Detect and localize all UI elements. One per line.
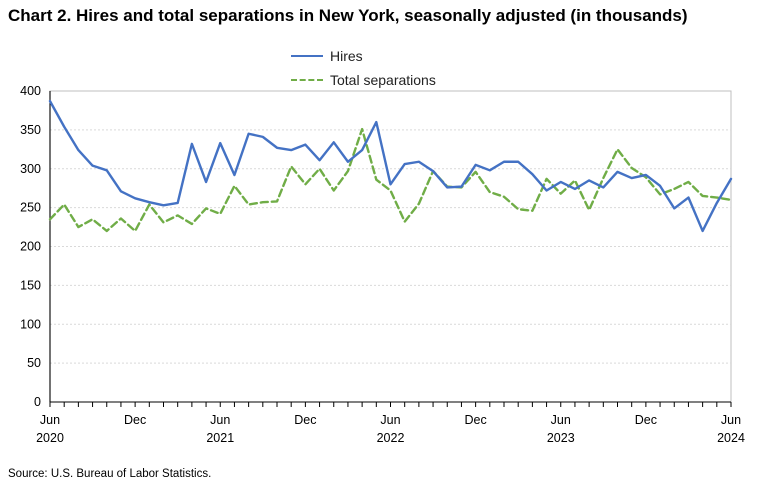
svg-text:2020: 2020 <box>36 431 64 445</box>
svg-text:150: 150 <box>20 278 41 292</box>
svg-text:100: 100 <box>20 317 41 331</box>
svg-text:2022: 2022 <box>377 431 405 445</box>
svg-text:Jun: Jun <box>380 413 400 427</box>
svg-text:250: 250 <box>20 201 41 215</box>
svg-text:400: 400 <box>20 84 41 98</box>
svg-text:300: 300 <box>20 162 41 176</box>
svg-text:Dec: Dec <box>294 413 316 427</box>
svg-text:350: 350 <box>20 123 41 137</box>
svg-text:Jun: Jun <box>210 413 230 427</box>
svg-text:200: 200 <box>20 240 41 254</box>
svg-text:Dec: Dec <box>635 413 657 427</box>
svg-text:Jun: Jun <box>721 413 741 427</box>
svg-text:Jun: Jun <box>40 413 60 427</box>
svg-text:2023: 2023 <box>547 431 575 445</box>
svg-text:2024: 2024 <box>717 431 745 445</box>
svg-text:2021: 2021 <box>206 431 234 445</box>
svg-text:0: 0 <box>34 395 41 409</box>
svg-text:50: 50 <box>27 356 41 370</box>
svg-text:Jun: Jun <box>551 413 571 427</box>
svg-text:Dec: Dec <box>124 413 146 427</box>
svg-text:Dec: Dec <box>465 413 487 427</box>
